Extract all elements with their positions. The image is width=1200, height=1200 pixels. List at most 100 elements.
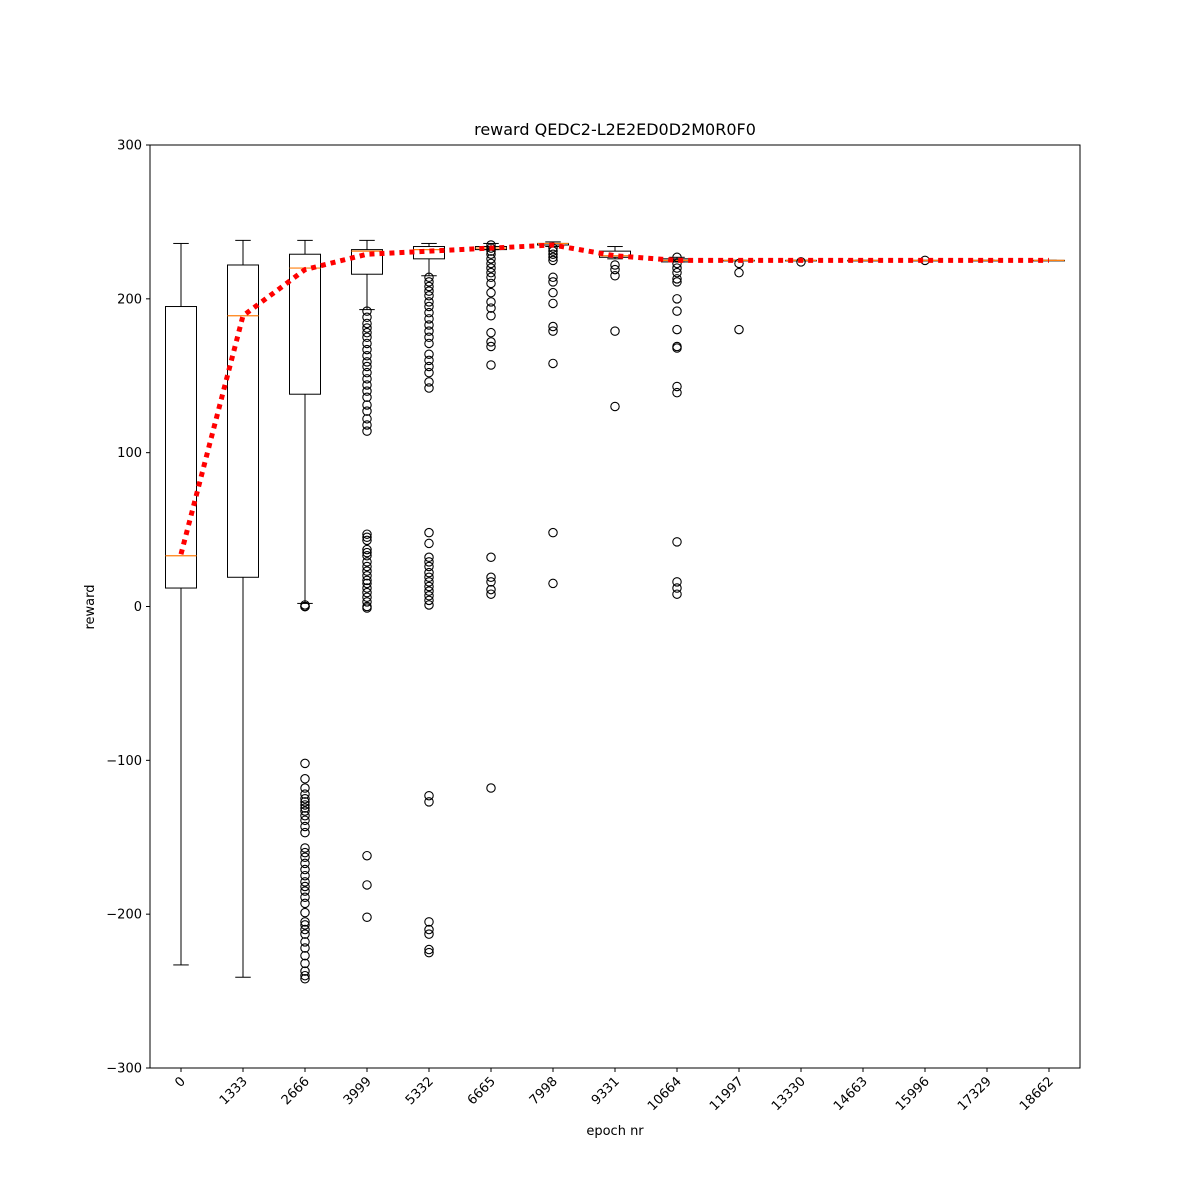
outlier-point xyxy=(362,306,372,316)
outlier-point xyxy=(734,267,744,278)
outlier-point xyxy=(672,577,682,587)
outlier-point xyxy=(672,583,682,593)
outlier-point xyxy=(424,355,434,366)
outlier-point xyxy=(548,277,558,287)
outlier-point xyxy=(362,312,372,323)
outlier-point xyxy=(362,880,372,890)
outlier-point xyxy=(362,420,372,430)
outlier-point xyxy=(300,924,310,935)
outlier-point xyxy=(300,821,310,832)
outlier-point xyxy=(610,326,620,336)
outlier-point xyxy=(610,264,620,275)
outlier-point xyxy=(672,537,682,547)
outlier-point xyxy=(672,324,682,335)
outlier-point xyxy=(300,797,310,807)
outlier-point xyxy=(362,575,372,586)
outlier-point xyxy=(362,850,372,861)
outlier-point xyxy=(362,532,372,543)
outlier-point xyxy=(424,286,434,296)
outlier-point xyxy=(424,600,434,610)
outlier-point xyxy=(424,581,434,592)
y-tick-label: 0 xyxy=(134,600,142,615)
outlier-point xyxy=(424,349,434,359)
outlier-point xyxy=(362,351,372,361)
outlier-point xyxy=(362,392,372,403)
mean-trend-line xyxy=(178,242,1049,555)
outlier-point xyxy=(362,529,372,539)
y-tick-label: −300 xyxy=(106,1062,142,1077)
outlier-point xyxy=(300,843,310,853)
outlier-point xyxy=(486,552,496,563)
outlier-point xyxy=(672,381,682,392)
outlier-point xyxy=(610,271,620,281)
box-7998 xyxy=(537,241,569,589)
outlier-point xyxy=(362,338,372,349)
outlier-point xyxy=(424,572,434,583)
box-9331 xyxy=(599,246,631,412)
outlier-point xyxy=(424,557,434,567)
outlier-point xyxy=(672,258,682,269)
outlier-point xyxy=(486,303,496,313)
outlier-point xyxy=(362,561,372,572)
outlier-point xyxy=(300,920,310,930)
outlier-point xyxy=(424,277,434,287)
outlier-point xyxy=(300,974,310,984)
outlier-point xyxy=(424,326,434,336)
outlier-point xyxy=(424,338,434,349)
box-17329 xyxy=(971,259,1003,262)
box-1333 xyxy=(227,239,259,978)
outlier-point xyxy=(362,318,372,329)
outlier-point xyxy=(672,589,682,599)
outlier-point xyxy=(486,327,496,338)
outlier-point xyxy=(424,383,434,393)
outlier-point xyxy=(362,597,372,607)
outlier-point xyxy=(610,401,620,412)
outlier-point xyxy=(300,810,310,821)
outlier-point xyxy=(486,577,496,587)
outlier-point xyxy=(424,301,434,312)
outlier-point xyxy=(300,864,310,875)
outlier-point xyxy=(424,595,434,606)
outlier-point xyxy=(672,263,682,273)
box-body xyxy=(289,253,321,395)
y-tick-label: 200 xyxy=(117,292,142,307)
y-tick-label: 300 xyxy=(117,139,142,154)
outlier-point xyxy=(424,361,434,372)
outlier-point xyxy=(424,320,434,330)
outlier-point xyxy=(300,601,310,612)
outlier-point xyxy=(424,307,434,318)
outlier-point xyxy=(362,570,372,581)
outlier-point xyxy=(300,758,310,769)
box-10664 xyxy=(661,252,693,599)
outlier-point xyxy=(300,774,310,784)
outlier-point xyxy=(424,797,434,807)
outlier-point xyxy=(300,827,310,838)
outlier-point xyxy=(672,277,682,287)
outlier-point xyxy=(486,360,496,370)
outlier-point xyxy=(300,898,310,909)
outlier-point xyxy=(300,881,310,892)
outlier-point xyxy=(362,414,372,424)
outlier-point xyxy=(300,800,310,810)
outlier-point xyxy=(548,358,558,369)
outlier-point xyxy=(424,332,434,343)
outlier-point xyxy=(362,587,372,598)
outlier-point xyxy=(424,586,434,596)
outlier-point xyxy=(362,327,372,338)
outlier-point xyxy=(548,255,558,266)
outlier-point xyxy=(796,257,806,267)
outlier-point xyxy=(362,547,372,558)
outlier-point xyxy=(486,272,496,283)
outlier-point xyxy=(300,847,310,858)
outlier-point xyxy=(424,577,434,587)
outlier-point xyxy=(486,572,496,583)
y-tick-label: −200 xyxy=(106,908,142,923)
outlier-point xyxy=(362,367,372,378)
outlier-point xyxy=(362,566,372,576)
outlier-point xyxy=(300,886,310,896)
outlier-point xyxy=(424,291,434,301)
outlier-point xyxy=(486,297,496,307)
outlier-point xyxy=(362,406,372,416)
outlier-point xyxy=(424,297,434,307)
